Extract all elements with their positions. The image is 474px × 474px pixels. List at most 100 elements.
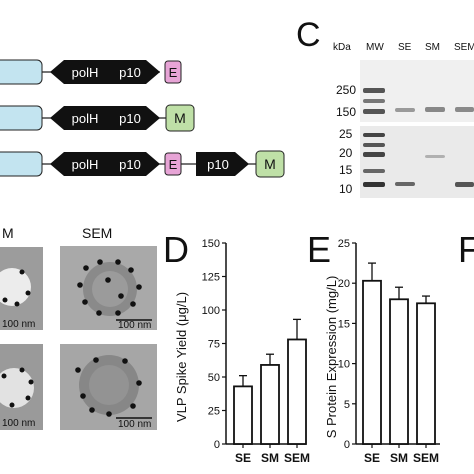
gold-bead [89, 407, 95, 413]
gold-bead [130, 403, 136, 409]
gold-bead [93, 357, 99, 363]
x-tick-label: SE [364, 451, 380, 465]
gold-bead [9, 402, 15, 408]
promoter-label: p10 [119, 111, 141, 126]
gold-bead [115, 310, 121, 316]
promoter-label: p10 [119, 65, 141, 80]
bar [287, 338, 307, 445]
y-axis-title: VLP Spike Yield (μg/L) [174, 292, 189, 422]
panel-c-gel: C kDa MW SE SM SEM 250 150 25 20 15 10 [296, 16, 474, 198]
panel-a-constructs: polH p10 E polH p10 M [0, 59, 285, 178]
bar [389, 298, 409, 445]
sample-band [455, 107, 474, 112]
gene-label: M [264, 156, 276, 172]
sample-band [425, 155, 445, 158]
promoter-arrow-left [50, 60, 108, 84]
kda-label: kDa [333, 42, 351, 53]
x-tick-label: SEM [413, 451, 439, 465]
gold-bead [136, 380, 142, 386]
gold-bead [83, 265, 89, 271]
promoter-arrow-left [50, 106, 108, 130]
gene-label: E [169, 157, 178, 172]
marker-label: 25 [339, 127, 353, 141]
gene-label: E [169, 65, 178, 80]
vlp-core [89, 365, 129, 405]
scale-bar-label: 100 nm [2, 319, 35, 330]
column-label: M [2, 225, 14, 241]
promoter-label: p10 [119, 157, 141, 172]
gold-bead [75, 367, 81, 373]
marker-label: 150 [336, 105, 356, 119]
promoter-label: polH [72, 111, 99, 126]
bar [260, 364, 280, 445]
ladder-band [363, 99, 385, 103]
vector-box [0, 105, 43, 131]
gold-bead [14, 301, 20, 307]
gene-box-e [164, 152, 182, 176]
ladder-band [363, 133, 385, 137]
panel-letter-e: E [307, 229, 331, 270]
ladder-band [363, 152, 385, 157]
marker-label: 20 [339, 146, 353, 160]
vlp-particle [0, 268, 31, 306]
promoter-label: polH [72, 65, 99, 80]
y-tick-label: 25 [338, 238, 350, 250]
construct-row: polH p10 E p10 M [0, 150, 285, 178]
lane-label: SEM [454, 42, 474, 53]
vector-box [0, 151, 43, 177]
sample-band [425, 107, 445, 112]
panel-b-micrographs: M SEM 100 nm 100 nm [0, 225, 157, 430]
x-tick-label: SM [261, 451, 279, 465]
gold-bead [77, 282, 83, 288]
bar [416, 302, 436, 445]
gold-bead [96, 310, 102, 316]
scale-bar-label: 100 nm [118, 419, 151, 430]
panel-letter-f: F [458, 229, 474, 270]
promoter-arrow-left [50, 152, 108, 176]
promoter-arrow-right [108, 106, 160, 130]
panel-letter-c: C [296, 16, 321, 54]
promoter-label: p10 [207, 157, 229, 172]
promoter-arrow-right [196, 152, 249, 176]
gold-bead [122, 358, 128, 364]
y-tick-label: 20 [338, 278, 350, 290]
gold-bead [2, 297, 8, 303]
y-tick-label: 150 [202, 238, 220, 250]
gold-bead [28, 379, 34, 385]
ladder-band [363, 109, 385, 114]
bar [233, 385, 253, 445]
chart-s-protein-expression: S Protein Expression (mg/L) 0 5 10 15 20 25 SE… [324, 238, 440, 465]
x-tick-label: SM [390, 451, 408, 465]
y-tick-label: 0 [214, 439, 220, 451]
ladder-band [363, 143, 385, 147]
y-tick-label: 10 [338, 359, 350, 371]
gold-bead [115, 259, 121, 265]
gene-box-m [255, 150, 285, 178]
gene-box-e [164, 60, 182, 84]
promoter-label: polH [72, 157, 99, 172]
gene-label: M [174, 110, 186, 126]
gold-bead [105, 277, 111, 283]
gold-bead [19, 367, 25, 373]
vlp-core [92, 271, 128, 307]
vlp-particle [0, 368, 34, 408]
bar [362, 279, 382, 445]
x-tick-label: SE [235, 451, 251, 465]
sample-band [455, 182, 474, 187]
y-tick-label: 75 [208, 339, 220, 351]
ladder-band [363, 88, 385, 93]
column-label: SEM [82, 225, 112, 241]
marker-label: 15 [339, 163, 353, 177]
y-tick-label: 50 [208, 372, 220, 384]
ladder-band [363, 182, 385, 187]
gold-bead [97, 259, 103, 265]
y-tick-label: 5 [344, 399, 350, 411]
y-tick-label: 100 [202, 305, 220, 317]
gold-bead [80, 393, 86, 399]
y-tick-label: 125 [202, 272, 220, 284]
gold-bead [25, 290, 31, 296]
gold-bead [82, 299, 88, 305]
gold-bead [118, 293, 124, 299]
